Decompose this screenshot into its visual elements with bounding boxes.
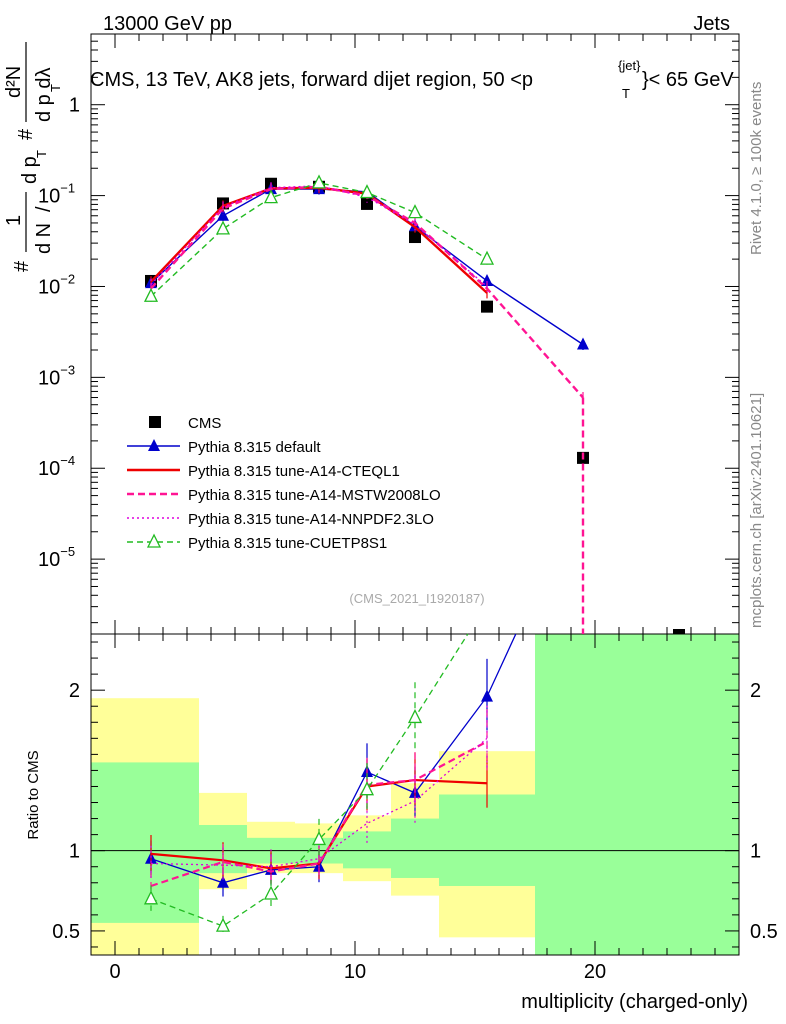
series-marker [359,184,375,199]
y-tick-label: 10−3 [38,362,75,389]
cms-point [409,231,421,244]
cms-point [361,197,373,210]
ratio-marker [263,885,279,900]
svg-text:#: # [11,260,33,272]
ratio-marker [481,689,493,702]
ratio-marker [407,709,423,724]
ratio-tick-label-right: 0.5 [750,921,778,943]
ratio-marker [311,830,327,846]
cms-point-edge [673,629,685,634]
band-green [535,634,631,955]
axis-ticks [90,33,739,955]
svg-text:d N: d N [33,223,55,254]
svg-text:/: / [33,206,55,212]
title-sub: T [622,86,630,101]
bottom-panel-frame [90,633,740,956]
y-axis-label-top: # 1 d N / d p T # d²N d p dλ T [3,42,63,272]
svg-text:T: T [48,84,63,92]
y-tick-label: 10−4 [38,453,75,480]
series-group [143,174,685,634]
ratio-tick-label-left: 2 [69,680,80,702]
svg-text:d p: d p [19,156,41,184]
band-green [631,634,739,955]
svg-text:1: 1 [3,215,25,226]
ratio-tick-label-left: 0.5 [52,921,80,943]
rivet-version: Rivet 4.1.0, ≥ 100k events [748,82,765,255]
series-marker [143,287,159,302]
y-axis-label-bottom: Ratio to CMS [25,750,42,839]
title-sup: {jet} [618,58,641,73]
title-tail: }< 65 GeV [642,69,734,91]
band-green [91,762,199,923]
series-line [150,182,488,297]
mcplots-credit: mcplots.cern.ch [arXiv:2401.10621] [748,393,765,628]
legend: CMS Pythia 8.315 default Pythia 8.315 tune… [127,415,441,552]
legend-label: Pythia 8.315 tune-A14-MSTW2008LO [188,487,441,504]
x-axis-label: multiplicity (charged-only) [521,991,748,1013]
x-tick-label: 10 [344,961,366,983]
header-right: Jets [693,13,730,35]
band-green [391,818,439,878]
ratio-tick-label-left: 1 [69,841,80,863]
analysis-tag: (CMS_2021_I1920187) [349,591,484,606]
x-tick-label: 20 [584,961,606,983]
series-line [150,185,584,399]
svg-text:#: # [15,128,37,140]
y-tick-label: 10−2 [38,271,75,298]
svg-text:T: T [34,150,49,158]
series-marker [577,337,589,350]
series-marker [217,208,229,221]
tick-labels: 0 10 20 10−5 10−4 10−3 10−2 10−1 1 0.5 0.5 1 1 2 2 [38,95,778,983]
ratio-marker [215,917,231,932]
ratio-group [143,633,517,936]
header-left: 13000 GeV pp [103,13,232,35]
legend-marker [146,533,162,548]
y-tick-label: 10−1 [38,181,75,208]
legend-swatch [149,416,161,428]
legend-label: CMS [188,415,221,432]
legend-label: Pythia 8.315 tune-A14-CTEQL1 [188,463,400,480]
cms-point [481,300,493,313]
ratio-tick-label-right: 2 [750,680,761,702]
legend-marker [148,439,160,451]
x-tick-label: 0 [109,961,120,983]
ratio-marker [217,875,229,888]
ratio-line [150,633,517,884]
svg-text:d p dλ: d p dλ [33,68,55,122]
chart-title: CMS, 13 TeV, AK8 jets, forward dijet reg… [90,69,533,91]
series-marker [311,174,327,189]
series-line [150,186,488,294]
svg-text:d²N: d²N [3,66,25,98]
ratio-marker [143,890,159,905]
legend-label: Pythia 8.315 default [188,439,321,456]
series-marker [407,204,423,219]
ratio-tick-label-right: 1 [750,841,761,863]
legend-label: Pythia 8.315 tune-A14-NNPDF2.3LO [188,511,434,528]
series-marker [481,273,493,286]
series-marker [263,189,279,204]
ratio-marker [359,781,375,796]
y-tick-label: 10−5 [38,544,75,571]
series-marker [215,220,231,235]
series-marker [479,250,495,265]
y-tick-label: 1 [69,95,80,117]
legend-label: Pythia 8.315 tune-CUETP8S1 [188,535,387,552]
band-green [439,794,535,886]
